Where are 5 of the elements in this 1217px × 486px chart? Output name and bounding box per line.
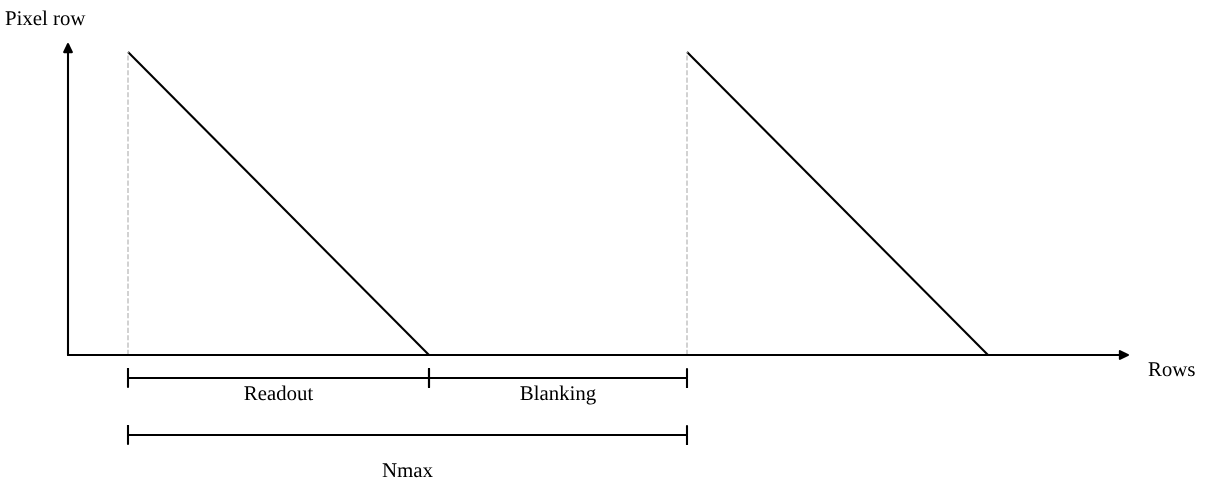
text: Nmax [382,463,433,478]
text: Readout [244,385,314,401]
text: Rows [1148,362,1195,377]
y-axis-title: Pixel row [5,10,86,26]
text: Blanking [520,385,596,405]
